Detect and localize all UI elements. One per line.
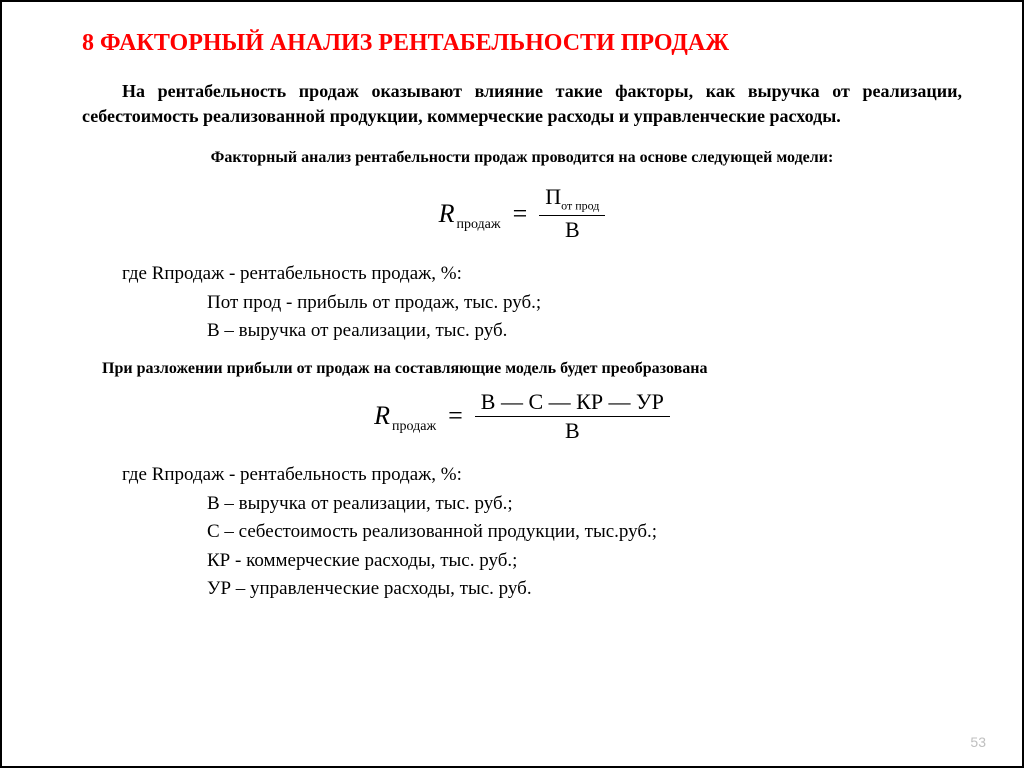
formula2-eq: = bbox=[448, 401, 463, 431]
where2-item-0: Rпродаж - рентабельность продаж, %: bbox=[152, 464, 462, 485]
formula1-num-main: П bbox=[545, 184, 561, 209]
where1-item-0: Rпродаж - рентабельность продаж, %: bbox=[152, 263, 462, 284]
where2-item-2: С – себестоимость реализованной продукци… bbox=[207, 518, 962, 547]
where-block-2: где Rпродаж - рентабельность продаж, %: … bbox=[122, 461, 962, 604]
formula1-eq: = bbox=[513, 199, 528, 229]
where2-item-3: КР - коммерческие расходы, тыс. руб.; bbox=[207, 547, 962, 576]
formula2-lhs-sub: продаж bbox=[392, 419, 436, 435]
formula2-den: В bbox=[559, 419, 586, 443]
formula1-den: В bbox=[559, 218, 586, 242]
formula2-lhs-main: R bbox=[374, 401, 390, 431]
decompose-text: При разложении прибыли от продаж на сост… bbox=[82, 360, 962, 378]
model-lead-text: Факторный анализ рентабельности продаж п… bbox=[82, 149, 962, 167]
where1-item-2: В – выручка от реализации, тыс. руб. bbox=[207, 317, 962, 346]
where1-lead: где bbox=[122, 263, 152, 284]
where2-item-4: УР – управленческие расходы, тыс. руб. bbox=[207, 575, 962, 604]
where2-lead: где bbox=[122, 464, 152, 485]
formula2-num: В — С — КР — УР bbox=[475, 390, 670, 414]
formula1-lhs-main: R bbox=[439, 199, 455, 229]
slide-frame: 8 Факторный анализ рентабельности продаж… bbox=[0, 0, 1024, 768]
page-number: 53 bbox=[970, 734, 986, 750]
formula1-lhs-sub: продаж bbox=[456, 217, 500, 233]
formula-1: Rпродаж = Пот прод В bbox=[82, 185, 962, 242]
intro-paragraph: На рентабельность продаж оказывают влиян… bbox=[82, 79, 962, 129]
where-block-1: где Rпродаж - рентабельность продаж, %: … bbox=[122, 260, 962, 346]
where1-item-1: Пот прод - прибыль от продаж, тыс. руб.; bbox=[207, 289, 962, 318]
where2-item-1: В – выручка от реализации, тыс. руб.; bbox=[207, 490, 962, 519]
slide-title: 8 Факторный анализ рентабельности продаж bbox=[82, 30, 962, 57]
formula1-num-sub: от прод bbox=[561, 199, 599, 213]
formula-2: Rпродаж = В — С — КР — УР В bbox=[82, 390, 962, 443]
